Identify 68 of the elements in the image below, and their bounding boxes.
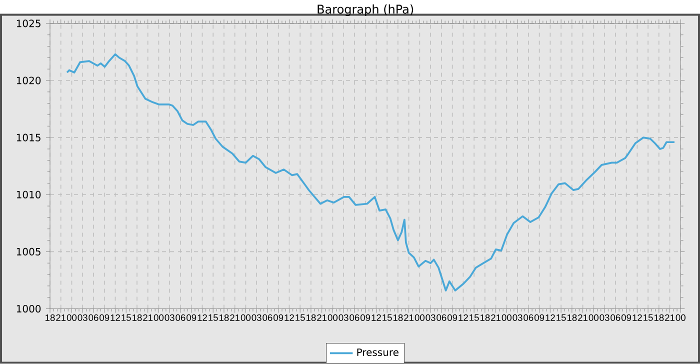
x-tick-label: 03 — [164, 314, 174, 322]
x-tick-label: 09 — [360, 314, 370, 322]
x-tick-label: 06 — [262, 314, 272, 322]
x-tick-label: 15 — [122, 314, 131, 321]
line-series — [66, 53, 676, 292]
chart-title: Barograph (hPa) — [318, 4, 414, 16]
x-tick-label: 15 — [208, 314, 218, 321]
x-tick-label: 06 — [176, 314, 186, 322]
x-tick-label: 18 — [393, 314, 403, 322]
x-tick-label: 06 — [350, 314, 360, 322]
y-tick-label: 1015 — [16, 134, 40, 142]
x-tick-label: 18 — [132, 314, 142, 322]
x-tick-label: 21 — [56, 314, 66, 321]
x-tick-label: 03 — [252, 314, 262, 322]
x-tick-label: 09 — [274, 314, 284, 322]
x-tick-label: 15 — [296, 314, 305, 321]
x-tick-label: 18 — [46, 314, 55, 322]
x-tick-label: 03 — [338, 314, 348, 322]
x-tick-label: 12 — [284, 314, 294, 321]
x-tick-label: 18 — [220, 314, 229, 322]
x-tick-label: 18 — [567, 314, 577, 322]
x-tick-label: 03 — [600, 314, 610, 322]
y-tick-label: 1005 — [16, 248, 40, 256]
x-tick-label: 00 — [502, 314, 512, 322]
x-tick-label: 03 — [426, 314, 436, 322]
x-tick-label: 09 — [100, 314, 110, 322]
x-tick-label: 12 — [546, 314, 555, 321]
y-tick-label: 1020 — [16, 76, 41, 84]
x-tick-label: 00 — [66, 314, 77, 322]
x-tick-label: 15 — [382, 314, 392, 321]
legend-label: Pressure — [357, 348, 398, 356]
x-tick-label: 15 — [470, 314, 479, 321]
x-tick-label: 21 — [230, 314, 240, 321]
x-tick-label: 06 — [436, 314, 446, 322]
y-tick-label: 1010 — [16, 190, 41, 199]
x-tick-label: 00 — [154, 314, 164, 322]
x-tick-label: 21 — [143, 314, 153, 321]
x-tick-label: 21 — [317, 314, 327, 321]
x-tick-label: 12 — [198, 314, 207, 321]
x-tick-label: 09 — [447, 314, 458, 322]
x-tick-label: 09 — [534, 314, 544, 322]
x-tick-label: 18 — [306, 314, 316, 322]
x-tick-label: 21 — [491, 314, 501, 321]
x-tick-label: 18 — [480, 314, 490, 322]
x-tick-label: 00 — [676, 314, 686, 322]
x-tick-label: 03 — [512, 314, 522, 322]
y-tick-label: 1000 — [16, 305, 41, 313]
x-tick-label: 00 — [328, 314, 338, 322]
x-tick-label: 03 — [78, 314, 88, 322]
x-tick-label: 09 — [621, 314, 632, 322]
x-tick-label: 00 — [588, 314, 599, 322]
x-tick-label: 12 — [110, 314, 120, 321]
x-tick-label: 15 — [556, 314, 566, 321]
x-tick-label: 12 — [632, 314, 642, 321]
y-tick-label: 1025 — [16, 20, 40, 28]
x-tick-label: 00 — [414, 314, 425, 322]
x-tick-label: 06 — [88, 314, 98, 322]
x-tick-label: 00 — [240, 314, 251, 322]
x-tick-label: 06 — [610, 314, 620, 322]
x-tick-label: 21 — [578, 314, 588, 321]
x-tick-label: 15 — [644, 314, 653, 321]
x-tick-label: 06 — [524, 314, 534, 322]
x-tick-label: 09 — [186, 314, 196, 322]
x-tick-label: 12 — [372, 314, 381, 321]
x-tick-label: 18 — [654, 314, 664, 322]
x-tick-label: 21 — [665, 314, 675, 321]
x-tick-label: 12 — [458, 314, 468, 321]
x-tick-label: 21 — [404, 314, 414, 321]
